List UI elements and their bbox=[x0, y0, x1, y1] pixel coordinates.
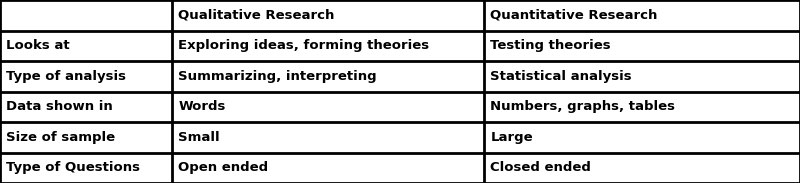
Text: Small: Small bbox=[178, 131, 220, 144]
Bar bbox=[484, 31, 800, 61]
Text: Statistical analysis: Statistical analysis bbox=[490, 70, 632, 83]
Text: Large: Large bbox=[490, 131, 533, 144]
Bar bbox=[484, 92, 800, 122]
Text: Open ended: Open ended bbox=[178, 161, 269, 174]
Bar bbox=[484, 61, 800, 92]
Bar bbox=[484, 0, 800, 31]
Text: Type of analysis: Type of analysis bbox=[6, 70, 126, 83]
Bar bbox=[0, 92, 172, 122]
Text: Testing theories: Testing theories bbox=[490, 39, 611, 52]
Bar bbox=[172, 61, 484, 92]
Text: Summarizing, interpreting: Summarizing, interpreting bbox=[178, 70, 377, 83]
Text: Looks at: Looks at bbox=[6, 39, 70, 52]
Text: Quantitative Research: Quantitative Research bbox=[490, 9, 658, 22]
Bar bbox=[0, 61, 172, 92]
Bar bbox=[0, 152, 172, 183]
Bar bbox=[0, 122, 172, 152]
Bar bbox=[484, 152, 800, 183]
Bar bbox=[0, 0, 172, 31]
Text: Qualitative Research: Qualitative Research bbox=[178, 9, 334, 22]
Text: Closed ended: Closed ended bbox=[490, 161, 591, 174]
Bar bbox=[172, 122, 484, 152]
Text: Exploring ideas, forming theories: Exploring ideas, forming theories bbox=[178, 39, 430, 52]
Bar bbox=[172, 152, 484, 183]
Bar bbox=[172, 0, 484, 31]
Bar bbox=[484, 122, 800, 152]
Text: Type of Questions: Type of Questions bbox=[6, 161, 141, 174]
Text: Data shown in: Data shown in bbox=[6, 100, 113, 113]
Bar bbox=[172, 92, 484, 122]
Text: Size of sample: Size of sample bbox=[6, 131, 115, 144]
Bar bbox=[172, 31, 484, 61]
Text: Words: Words bbox=[178, 100, 226, 113]
Text: Numbers, graphs, tables: Numbers, graphs, tables bbox=[490, 100, 675, 113]
Bar bbox=[0, 31, 172, 61]
